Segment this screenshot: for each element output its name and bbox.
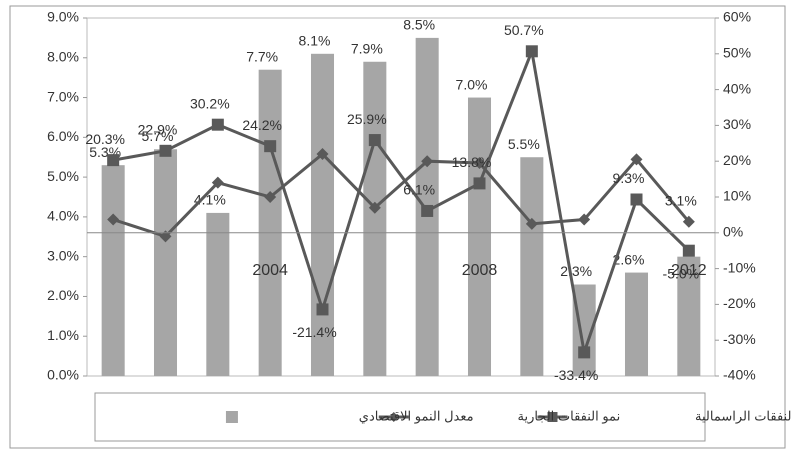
marker — [211, 176, 224, 189]
chart-frame — [9, 5, 786, 449]
data-label: 50.7% — [504, 22, 544, 38]
marker — [211, 118, 224, 131]
legend-swatch — [225, 411, 238, 423]
bar — [467, 97, 492, 377]
marker — [316, 148, 329, 161]
y2-tick-label: 0% — [723, 224, 743, 240]
y-tick-label: 3.0% — [47, 247, 79, 263]
x-tick-label: 2012 — [671, 262, 707, 279]
data-label: 4.1% — [194, 192, 226, 208]
data-label: 7.7% — [246, 48, 278, 64]
data-label: 13.8% — [452, 154, 492, 170]
marker — [630, 153, 643, 166]
marker — [525, 45, 538, 58]
marker — [473, 177, 486, 190]
data-label: -33.4% — [554, 367, 598, 383]
legend-marker — [547, 412, 558, 422]
data-label: 9.3% — [613, 170, 645, 186]
marker — [368, 201, 381, 214]
marker — [264, 140, 277, 153]
y-tick-label: 4.0% — [47, 208, 79, 224]
data-label: 6.1% — [403, 182, 435, 198]
y2-tick-label: -30% — [723, 331, 756, 347]
x-tick-label: 2008 — [462, 262, 498, 279]
data-label: 25.9% — [347, 111, 387, 127]
legend-label: نمو النفقات الراسمالية — [695, 408, 791, 424]
y-tick-label: 9.0% — [47, 9, 79, 25]
data-label: 5.7% — [142, 128, 174, 144]
data-label: 2.6% — [613, 251, 645, 267]
line — [112, 45, 690, 353]
marker — [368, 134, 381, 147]
marker — [107, 154, 120, 167]
marker — [421, 155, 434, 168]
y-tick-label: 6.0% — [47, 128, 79, 144]
marker — [473, 156, 486, 169]
marker — [421, 204, 434, 217]
marker — [159, 144, 172, 157]
y2-tick-label: -20% — [723, 295, 756, 311]
marker — [525, 217, 538, 230]
y2-tick-label: 20% — [723, 152, 751, 168]
data-label: 7.0% — [456, 76, 488, 92]
y2-tick-label: 40% — [723, 80, 751, 96]
y2-tick-label: 60% — [723, 9, 751, 25]
marker — [107, 213, 120, 226]
marker — [264, 191, 277, 203]
y2-tick-label: -40% — [723, 367, 756, 383]
data-label: 7.9% — [351, 40, 383, 56]
bar — [258, 69, 282, 376]
bar — [153, 149, 178, 376]
y2-tick-label: 10% — [723, 188, 751, 204]
y-tick-label: 2.0% — [47, 287, 79, 303]
data-label: 2.3% — [560, 263, 592, 279]
bar — [520, 157, 544, 376]
bar — [677, 256, 701, 376]
marker — [578, 213, 591, 226]
y2-tick-label: 30% — [723, 116, 751, 132]
y-tick-label: 7.0% — [47, 88, 79, 104]
marker — [630, 193, 643, 206]
bar — [624, 272, 649, 376]
marker — [682, 244, 695, 257]
legend-label: نمو النفقات الجارية — [517, 408, 620, 424]
bar — [363, 61, 387, 376]
data-label: -21.4% — [292, 324, 336, 340]
marker — [578, 346, 591, 359]
marker — [682, 215, 695, 228]
data-label: 24.2% — [242, 117, 282, 133]
legend-marker — [388, 412, 399, 422]
marker — [316, 303, 329, 316]
line — [112, 152, 690, 239]
x-tick-label: 2004 — [252, 262, 288, 279]
marker — [159, 230, 172, 243]
data-label: 5.5% — [508, 136, 540, 152]
data-label: -5.0% — [663, 265, 700, 281]
bar — [206, 212, 230, 376]
y-tick-label: 5.0% — [47, 168, 79, 184]
data-label: 8.1% — [299, 33, 331, 49]
data-label: 20.3% — [85, 131, 125, 147]
y2-tick-label: 50% — [723, 45, 751, 61]
y2-tick-label: -10% — [723, 259, 756, 275]
data-label: 22.9% — [138, 122, 178, 138]
legend-label: معدل النمو الاقتصادي — [359, 408, 474, 424]
data-label: 3.1% — [665, 192, 697, 208]
y-tick-label: 0.0% — [47, 367, 79, 383]
y-tick-label: 8.0% — [47, 48, 79, 64]
data-label: 8.5% — [403, 17, 435, 33]
y-tick-label: 1.0% — [47, 327, 79, 343]
bar — [101, 165, 125, 376]
data-label: 30.2% — [190, 95, 230, 111]
